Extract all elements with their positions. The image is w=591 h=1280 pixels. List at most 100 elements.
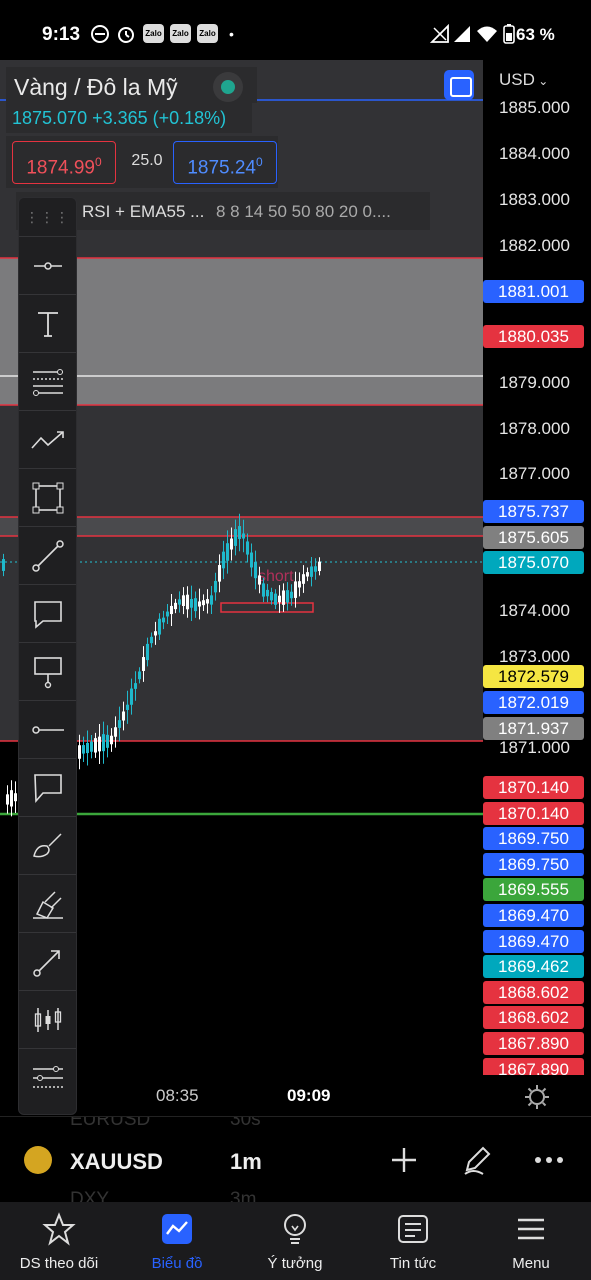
news-icon [396,1212,430,1246]
candle-body [310,566,313,577]
candle-body [254,561,257,579]
interval-selector[interactable]: 1m [230,1149,262,1174]
fib-icon[interactable] [19,352,76,410]
candle-body [194,598,197,612]
fullscreen-button[interactable] [444,70,474,100]
price-tick: 1871.000 [499,738,570,757]
candle-body [166,611,169,617]
candle-body [162,617,165,623]
price-label: 1875.737 [483,500,584,523]
candle-body [206,599,209,604]
candle-body [278,595,281,603]
price-label-icon[interactable] [19,642,76,700]
candle-body [130,688,133,705]
candle-body [242,533,245,539]
pencil-icon[interactable] [460,1143,494,1177]
candle-body [94,738,97,753]
price-tick: 1883.000 [499,190,570,209]
candle-body [114,727,117,737]
candle-body [82,745,85,754]
nav-label: DS theo dõi [19,1255,99,1272]
candle-body [182,595,185,607]
candle-body [78,745,81,759]
nav-ideas[interactable]: Ý tưởng [236,1202,354,1280]
time-label-current: 09:09 [287,1086,331,1105]
price-tick: 1884.000 [499,144,570,163]
cross-line-icon[interactable] [19,236,76,294]
wifi-icon [476,24,498,44]
rectangle-icon[interactable] [19,468,76,526]
candle-body [290,591,293,599]
candle-body [154,631,157,636]
candle-body [126,704,129,710]
chevron-down-icon: ⌄ [534,74,549,88]
candle-body [174,602,177,610]
dot-icon: • [229,26,234,42]
nav-chart[interactable]: Biểu đồ [118,1202,236,1280]
price-tick: 1873.000 [499,647,570,666]
bar-pattern-icon[interactable] [19,990,76,1048]
symbol-header[interactable]: Vàng / Đô la Mỹ [6,67,257,103]
arrow-icon[interactable] [19,932,76,990]
short-zone-rect[interactable] [220,602,314,613]
candle-body [230,538,233,550]
status-time: 9:13 [42,24,81,45]
price-label: 1872.579 [483,665,584,688]
callout-icon[interactable] [19,584,76,642]
add-icon[interactable] [387,1143,421,1177]
indicator-params: 8 8 14 50 50 80 20 0.... [216,202,391,221]
candle-body [198,601,201,607]
price-tick: 1877.000 [499,464,570,483]
gear-icon[interactable] [524,1084,550,1110]
price-tick: 1878.000 [499,419,570,438]
price-tick: 1885.000 [499,98,570,117]
buy-price: 1875.24 [187,157,256,179]
object-tree-icon[interactable] [19,1048,76,1106]
candle-body [214,580,217,593]
symbol-selector[interactable]: XAUUSD [70,1149,163,1174]
path-icon[interactable] [19,410,76,468]
status-bar: 9:13 Zalo Zalo Zalo • 63 % [0,0,591,60]
candle-body [306,572,309,577]
note-icon[interactable] [19,758,76,816]
ghost-interval-above: 30s [230,1116,261,1130]
price-tick: 1879.000 [499,373,570,392]
candle-body [14,793,17,802]
horizontal-ray-icon[interactable] [19,700,76,758]
candle-body [226,543,229,561]
candle-body [234,529,237,546]
nav-news[interactable]: Tin tức [354,1202,472,1280]
candle-body [302,574,305,584]
currency-selector[interactable]: USD ⌄ [499,70,548,90]
candle-body [238,526,241,539]
trendline-icon[interactable] [19,526,76,584]
text-icon[interactable] [19,294,76,352]
market-status-icon [213,72,243,102]
candle-body [142,657,145,671]
indicator-legend[interactable]: RSI + EMA55 ... 8 8 14 50 50 80 20 0.... [16,192,430,230]
price-label: 1869.470 [483,930,584,953]
drag-handle-icon[interactable]: ⋮⋮⋮ [25,209,70,225]
price-axis[interactable]: 1885.000 1884.000 1883.000 1882.000 1879… [483,60,591,1075]
highlighter-icon[interactable] [19,874,76,932]
candle-body [110,735,113,745]
price-label: 1871.937 [483,717,584,740]
short-label: short [258,568,294,585]
quote-text: 1875.070 +3.365 (+0.18%) [12,108,227,128]
menu-icon [514,1212,548,1246]
nav-watchlist[interactable]: DS theo dõi [0,1202,118,1280]
candle-body [314,566,317,572]
candle-body [218,565,221,582]
nav-menu[interactable]: Menu [472,1202,590,1280]
zalo-icon: Zalo [143,24,164,43]
brush-icon[interactable] [19,816,76,874]
price-tick: 1874.000 [499,601,570,620]
more-icon[interactable] [532,1143,566,1177]
nav-label: Ý tưởng [267,1255,323,1272]
candle-body [118,720,121,728]
buy-button[interactable]: 1875.240 [173,141,277,184]
currency-label: USD [499,70,535,89]
candle-body [266,589,269,597]
nav-label: Tin tức [389,1255,437,1272]
sell-button[interactable]: 1874.990 [12,141,116,184]
